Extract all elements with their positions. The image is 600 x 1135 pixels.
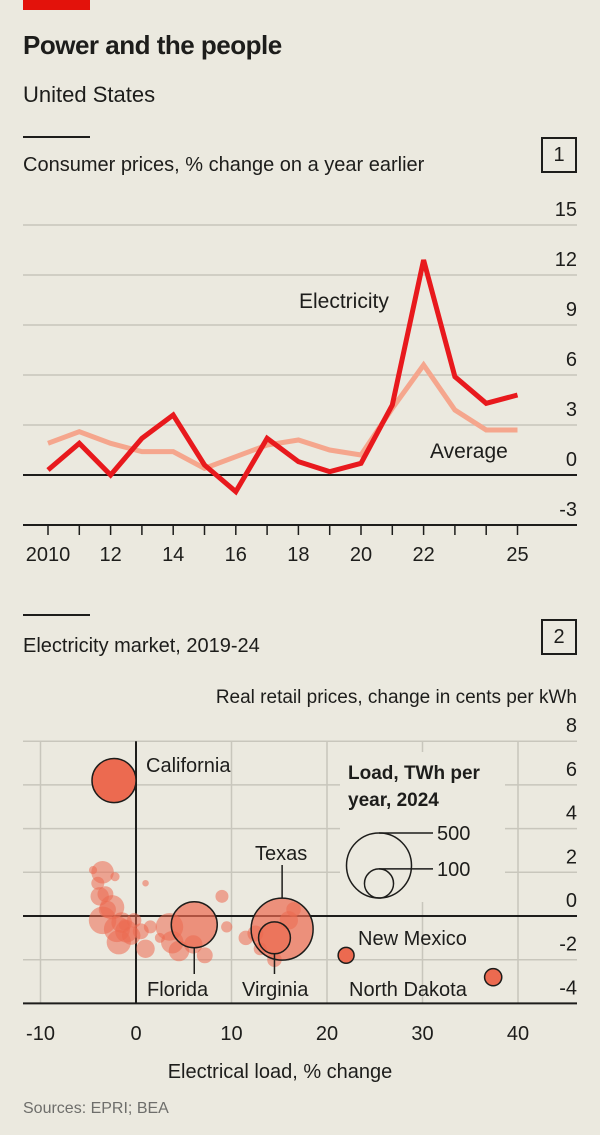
x-tick-label: 2010 — [26, 544, 71, 566]
chart1-rule — [23, 136, 90, 138]
y-tick-label: 3 — [566, 399, 577, 421]
x-tick-label: 20 — [350, 544, 372, 566]
bubble-state — [118, 919, 131, 931]
bubble-state — [110, 872, 120, 882]
page-subtitle: United States — [23, 82, 156, 107]
point-label-texas: Texas — [255, 843, 307, 865]
bubble-state — [126, 913, 142, 928]
series-label-average: Average — [430, 440, 508, 463]
y-tick-label: -4 — [559, 977, 577, 999]
point-label-florida: Florida — [147, 979, 209, 1001]
y-tick-label: 0 — [566, 890, 577, 912]
y-tick-label: 15 — [555, 199, 577, 221]
y-tick-label: 6 — [566, 349, 577, 371]
x-tick-label: 25 — [506, 544, 528, 566]
chart2-number-box: 2 — [541, 619, 577, 655]
page-title: Power and the people — [23, 30, 282, 60]
x-tick-label: 0 — [130, 1023, 141, 1045]
legend-title-line2: year, 2024 — [348, 790, 439, 811]
bubble-state — [106, 930, 131, 955]
bubble-new-mexico — [337, 946, 355, 965]
bubble-florida — [170, 901, 218, 949]
x-tick-label: 40 — [507, 1023, 529, 1045]
chart2-rule — [23, 614, 90, 616]
legend-title-line1: Load, TWh per — [348, 763, 481, 784]
point-label-new-mexico: New Mexico — [358, 928, 467, 950]
brand-accent-bar — [23, 0, 90, 10]
y-tick-label: 8 — [566, 715, 577, 737]
point-label-north-dakota: North Dakota — [349, 979, 468, 1001]
bubble-state — [196, 947, 213, 964]
legend-label-500: 500 — [437, 823, 470, 845]
bubble-state — [215, 889, 229, 903]
y-tick-label: -2 — [559, 934, 577, 956]
bubble-north-dakota — [483, 967, 503, 987]
x-tick-label: 18 — [287, 544, 309, 566]
series-label-electricity: Electricity — [299, 290, 389, 313]
chart1-number-box: 1 — [541, 137, 577, 173]
bubble-state — [142, 879, 149, 887]
y-tick-label: 4 — [566, 803, 577, 825]
bubble-state — [143, 920, 157, 934]
y-axis-title: Real retail prices, change in cents per … — [216, 687, 577, 708]
bubble-california — [91, 757, 137, 804]
bubble-state — [136, 939, 155, 958]
y-tick-label: 9 — [566, 299, 577, 321]
chart1-line-chart: 15 12 9 6 3 0 -3 2010 12 14 16 18 20 22 25 Electricity A… — [23, 199, 577, 566]
y-tick-label: 6 — [566, 759, 577, 781]
x-tick-label: 14 — [162, 544, 184, 566]
x-tick-label: 22 — [412, 544, 434, 566]
y-tick-label: -3 — [559, 499, 577, 521]
bubble-state — [221, 921, 233, 933]
point-label-virginia: Virginia — [242, 979, 309, 1001]
legend-background — [340, 752, 505, 902]
x-tick-label: 16 — [225, 544, 247, 566]
y-tick-label: 2 — [566, 846, 577, 868]
x-tick-label: 10 — [220, 1023, 242, 1045]
sources-note: Sources: EPRI; BEA — [23, 1100, 169, 1117]
x-tick-label: 12 — [99, 544, 121, 566]
series-line-average — [47, 360, 518, 472]
x-tick-label: 20 — [316, 1023, 338, 1045]
bubble-virginia — [257, 921, 292, 955]
chart1-title: Consumer prices, % change on a year earl… — [23, 154, 425, 176]
bubble-state — [88, 866, 98, 875]
bubble-state — [91, 876, 105, 890]
y-tick-label: 0 — [566, 449, 577, 471]
bubble-state — [154, 932, 165, 943]
y-tick-label: 12 — [555, 249, 577, 271]
chart2-title: Electricity market, 2019-24 — [23, 635, 260, 657]
point-label-california: California — [146, 755, 231, 777]
series-line-electricity — [46, 259, 519, 496]
x-tick-label: 30 — [411, 1023, 433, 1045]
legend-label-100: 100 — [437, 859, 470, 881]
x-axis-title: Electrical load, % change — [168, 1061, 393, 1083]
x-tick-label: -10 — [26, 1023, 55, 1045]
